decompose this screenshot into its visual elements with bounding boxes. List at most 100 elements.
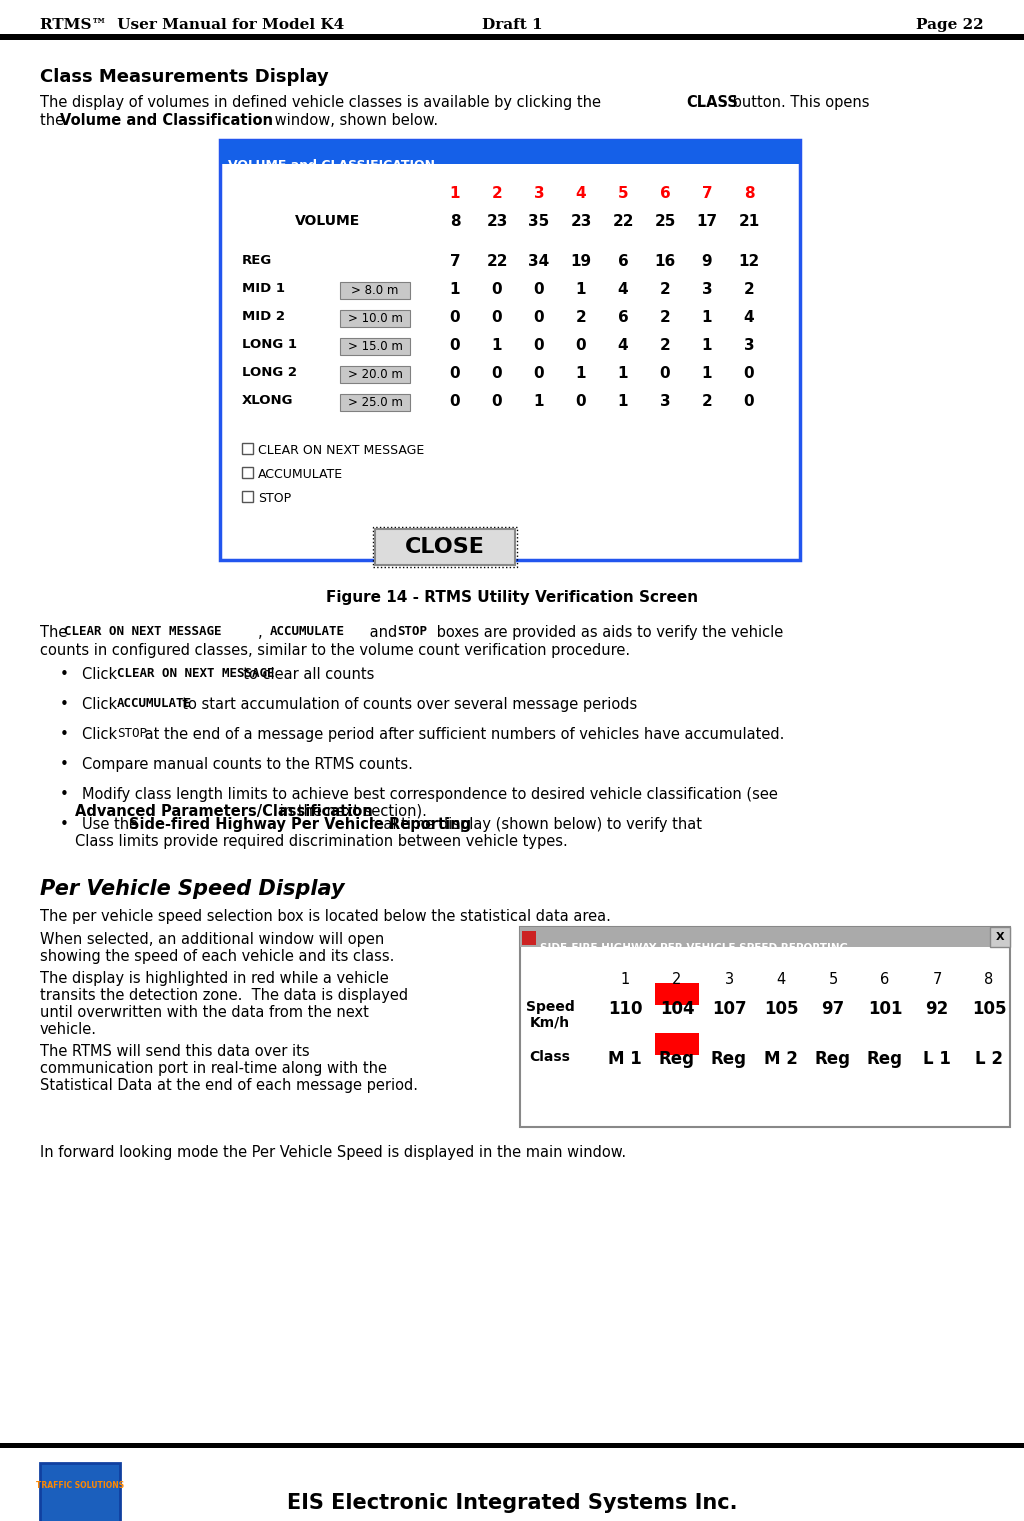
Bar: [0, 1443, 1024, 1448]
Text: Page 22: Page 22: [916, 18, 984, 32]
Text: 107: 107: [712, 999, 746, 1018]
Text: CLOSE: CLOSE: [406, 537, 485, 557]
Text: 1: 1: [621, 972, 630, 987]
Text: 104: 104: [659, 999, 694, 1018]
Text: 6: 6: [617, 254, 629, 269]
Text: •: •: [60, 817, 69, 832]
Text: > 25.0 m: > 25.0 m: [347, 395, 402, 409]
Text: at the end of a message period after sufficient numbers of vehicles have accumul: at the end of a message period after suf…: [139, 727, 784, 742]
Text: 97: 97: [821, 999, 845, 1018]
Text: 2: 2: [492, 186, 503, 201]
Text: 2: 2: [701, 394, 713, 409]
Text: XLONG: XLONG: [242, 394, 294, 408]
Bar: [340, 310, 410, 327]
Text: 1: 1: [575, 367, 587, 380]
Text: STOP: STOP: [118, 727, 147, 741]
Bar: [0, 33, 1024, 40]
Text: counts in configured classes, similar to the volume count verification procedure: counts in configured classes, similar to…: [40, 643, 630, 659]
Text: 0: 0: [534, 367, 545, 380]
Text: 0: 0: [492, 394, 503, 409]
Text: 6: 6: [881, 972, 890, 987]
Text: CLEAR ON NEXT MESSAGE: CLEAR ON NEXT MESSAGE: [258, 444, 424, 456]
Text: 105: 105: [972, 999, 1007, 1018]
Text: The display of volumes in defined vehicle classes is available by clicking the: The display of volumes in defined vehicl…: [40, 94, 605, 110]
Text: in the next section).: in the next section).: [274, 805, 427, 818]
Text: 0: 0: [450, 310, 461, 325]
Text: 2: 2: [575, 310, 587, 325]
Text: button. This opens: button. This opens: [728, 94, 869, 110]
Text: The RTMS will send this data over its: The RTMS will send this data over its: [40, 1043, 309, 1059]
Text: LONG 2: LONG 2: [242, 367, 297, 379]
Text: •: •: [60, 668, 69, 681]
Text: 4: 4: [743, 310, 755, 325]
Text: 23: 23: [486, 214, 508, 230]
Text: 3: 3: [534, 186, 545, 201]
Text: 2: 2: [659, 338, 671, 353]
Text: REG: REG: [242, 254, 272, 268]
Text: communication port in real-time along with the: communication port in real-time along wi…: [40, 1062, 387, 1075]
Text: ACCUMULATE: ACCUMULATE: [258, 468, 343, 481]
Text: •: •: [60, 727, 69, 742]
Bar: [340, 394, 410, 411]
Text: EIS Electronic Integrated Systems Inc.: EIS Electronic Integrated Systems Inc.: [287, 1494, 737, 1513]
Text: •: •: [60, 786, 69, 802]
Text: Speed: Speed: [525, 999, 574, 1015]
Text: 1: 1: [450, 281, 460, 297]
Text: Statistical Data at the end of each message period.: Statistical Data at the end of each mess…: [40, 1078, 418, 1094]
Text: > 10.0 m: > 10.0 m: [347, 312, 402, 325]
Text: L 2: L 2: [975, 1049, 1002, 1068]
Text: Class: Class: [529, 1049, 570, 1065]
Text: 21: 21: [738, 214, 760, 230]
Bar: [373, 526, 517, 567]
Text: 2: 2: [673, 972, 682, 987]
Text: 0: 0: [534, 310, 545, 325]
Text: Figure 14 - RTMS Utility Verification Screen: Figure 14 - RTMS Utility Verification Sc…: [326, 590, 698, 605]
Text: showing the speed of each vehicle and its class.: showing the speed of each vehicle and it…: [40, 949, 394, 964]
Text: 6: 6: [659, 186, 671, 201]
Text: Reg: Reg: [659, 1049, 695, 1068]
Text: 1: 1: [450, 186, 460, 201]
Bar: [520, 926, 1010, 1127]
Text: and: and: [365, 625, 401, 640]
Text: L 1: L 1: [923, 1049, 951, 1068]
Text: real time display (shown below) to verify that: real time display (shown below) to verif…: [365, 817, 702, 832]
Text: CLEAR ON NEXT MESSAGE: CLEAR ON NEXT MESSAGE: [63, 625, 221, 637]
Text: Click: Click: [82, 727, 122, 742]
Bar: [375, 529, 515, 564]
Text: vehicle.: vehicle.: [40, 1022, 97, 1037]
Text: Draft 1: Draft 1: [481, 18, 543, 32]
Text: CLASS: CLASS: [686, 94, 738, 110]
Text: Reg: Reg: [711, 1049, 746, 1068]
Text: 0: 0: [743, 367, 755, 380]
Text: When selected, an additional window will open: When selected, an additional window will…: [40, 932, 384, 948]
Text: 8: 8: [743, 186, 755, 201]
Text: 8: 8: [984, 972, 993, 987]
Text: 3: 3: [724, 972, 733, 987]
Text: 0: 0: [450, 338, 461, 353]
Text: 7: 7: [450, 254, 461, 269]
Text: 1: 1: [575, 281, 587, 297]
Text: 1: 1: [492, 338, 502, 353]
Text: Click: Click: [82, 668, 122, 681]
Text: to start accumulation of counts over several message periods: to start accumulation of counts over sev…: [173, 697, 637, 712]
Bar: [990, 926, 1010, 948]
Text: 0: 0: [450, 367, 461, 380]
Text: boxes are provided as aids to verify the vehicle: boxes are provided as aids to verify the…: [432, 625, 783, 640]
Text: 101: 101: [867, 999, 902, 1018]
Bar: [242, 467, 253, 478]
Text: 3: 3: [743, 338, 755, 353]
Text: MID 2: MID 2: [242, 310, 285, 322]
Text: 0: 0: [659, 367, 671, 380]
Text: 92: 92: [926, 999, 948, 1018]
Text: 2: 2: [659, 281, 671, 297]
Text: VOLUME and CLASSIFICATION: VOLUME and CLASSIFICATION: [228, 160, 435, 172]
Text: 4: 4: [776, 972, 785, 987]
Text: In forward looking mode the Per Vehicle Speed is displayed in the main window.: In forward looking mode the Per Vehicle …: [40, 1145, 626, 1161]
Text: > 20.0 m: > 20.0 m: [347, 368, 402, 380]
Text: the: the: [40, 113, 69, 128]
Text: 8: 8: [450, 214, 461, 230]
Text: > 8.0 m: > 8.0 m: [351, 284, 398, 297]
Text: 2: 2: [659, 310, 671, 325]
Text: 0: 0: [492, 310, 503, 325]
Bar: [655, 983, 699, 1005]
